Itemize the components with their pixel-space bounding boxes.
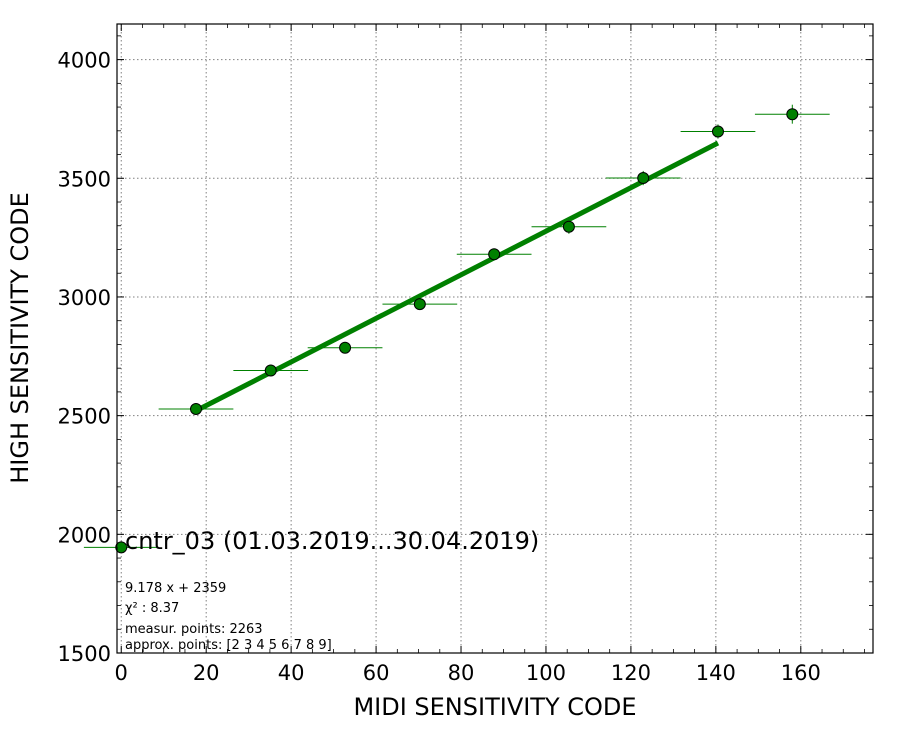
- data-point: [786, 108, 799, 121]
- measured-points-count: measur. points: 2263: [125, 622, 263, 637]
- x-tick-label: 0: [115, 661, 128, 685]
- data-point-group: [456, 248, 532, 261]
- data-point-group: [680, 124, 756, 139]
- plot-frame: [116, 23, 874, 654]
- x-tick-label: 40: [278, 661, 305, 685]
- fit-layer: [194, 140, 720, 413]
- data-point: [637, 172, 650, 185]
- legend-label: cntr_03 (01.03.2019...30.04.2019): [125, 527, 539, 555]
- x-tick-label: 120: [611, 661, 651, 685]
- data-point-group: [307, 341, 383, 354]
- data-point-group: [382, 298, 458, 311]
- data-point-group: [83, 541, 159, 554]
- y-tick-label: 2000: [58, 523, 111, 547]
- x-tick-label: 80: [448, 661, 475, 685]
- data-point: [488, 248, 501, 261]
- data-point-group: [233, 364, 309, 377]
- x-tick-label: 160: [781, 661, 821, 685]
- y-tick-label: 3500: [58, 167, 111, 191]
- ticks-layer: [117, 24, 873, 654]
- data-point-group: [158, 402, 234, 415]
- data-point-group: [605, 170, 681, 186]
- y-tick-label: 4000: [58, 49, 111, 73]
- fit-line: [194, 140, 720, 413]
- approximated-points: approx. points: [2 3 4 5 6 7 8 9]: [125, 638, 332, 653]
- x-tick-label: 140: [696, 661, 736, 685]
- y-axis-label: HIGH SENSITIVITY CODE: [6, 192, 34, 484]
- data-point: [711, 125, 724, 138]
- data-point-group: [531, 219, 607, 234]
- legend: cntr_03 (01.03.2019...30.04.2019): [117, 527, 539, 555]
- x-tick-label: 20: [193, 661, 220, 685]
- data-point-group: [754, 104, 830, 124]
- tick-labels-layer: 0 20 40 60 80 100 120 140 160 1500 2000 2500 3000 350…: [58, 49, 821, 685]
- x-tick-label: 60: [363, 661, 390, 685]
- chi-square: χ² : 8.37: [125, 601, 179, 616]
- data-point: [189, 402, 202, 415]
- x-axis-label: MIDI SENSITIVITY CODE: [353, 693, 636, 721]
- data-point: [339, 341, 352, 354]
- points-layer: [83, 104, 830, 554]
- y-tick-label: 2500: [58, 405, 111, 429]
- y-tick-label: 1500: [58, 642, 111, 666]
- y-tick-label: 3000: [58, 286, 111, 310]
- grid-layer: [117, 24, 873, 654]
- data-point: [115, 541, 128, 554]
- data-point: [413, 298, 426, 311]
- data-point: [562, 220, 575, 233]
- x-tick-label: 100: [526, 661, 566, 685]
- data-point: [264, 364, 277, 377]
- fit-equation: 9.178 x + 2359: [125, 581, 226, 596]
- fit-annotations: 9.178 x + 2359 χ² : 8.37 measur. points:…: [125, 581, 332, 653]
